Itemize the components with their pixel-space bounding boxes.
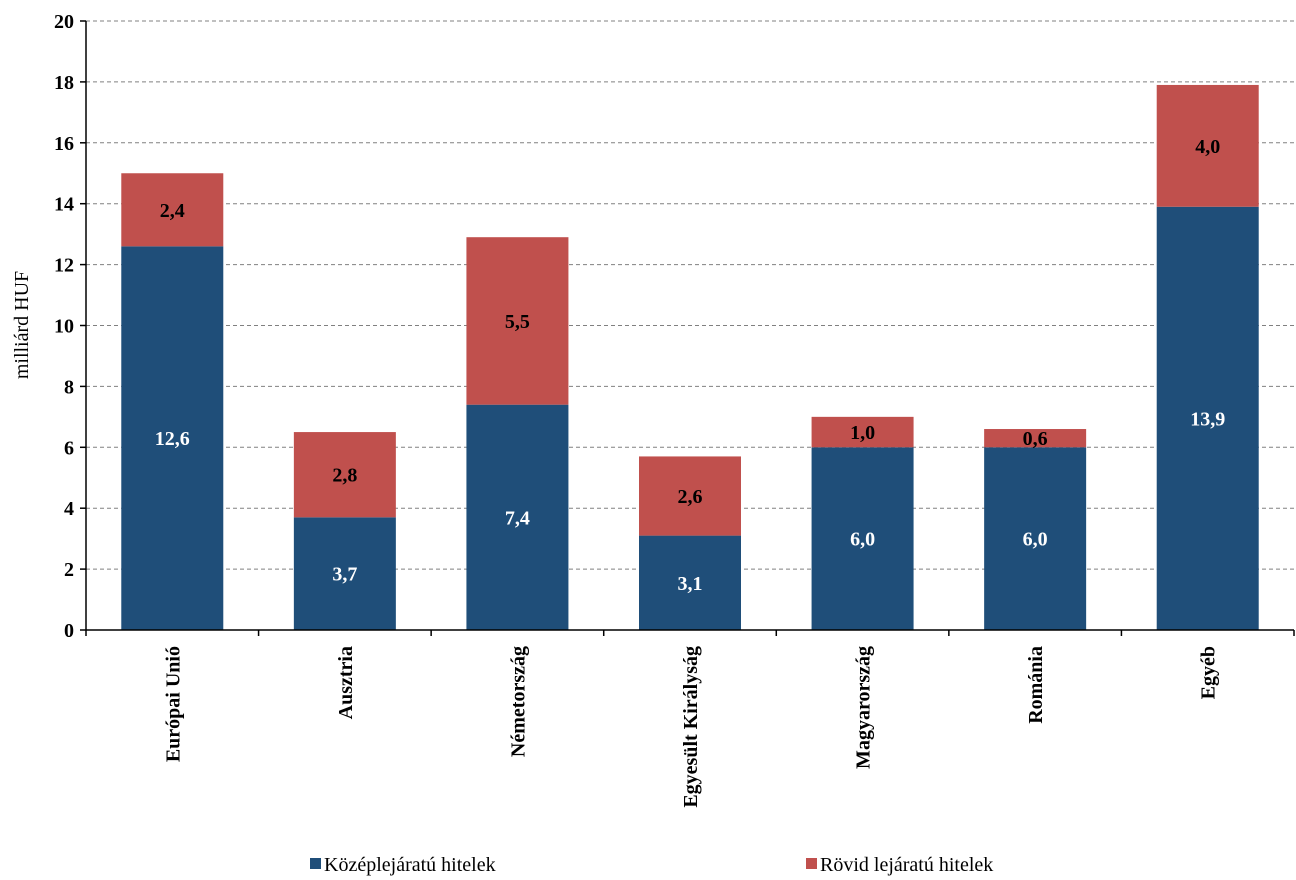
bar-segment: [639, 535, 741, 630]
data-label: 2,8: [332, 465, 357, 487]
bar-segment: [1156, 206, 1259, 630]
y-tick-label: 14: [54, 194, 74, 216]
x-tick-label: Magyarország: [853, 646, 875, 769]
bar-segment: [984, 447, 1087, 630]
bar-segment: [466, 404, 569, 630]
y-tick-label: 16: [54, 133, 74, 155]
data-label: 2,4: [160, 200, 185, 222]
data-label: 0,6: [1023, 428, 1048, 450]
bars: [121, 84, 1259, 630]
data-labels: 12,6 2,4 3,7 2,8 7,4 5,5 3,1 2,6 6,0 1,0 6,0 0,6 13,…: [155, 136, 1225, 595]
bar-segment: [984, 429, 1087, 448]
y-tick-label: 10: [54, 316, 74, 338]
y-tick-label: 4: [64, 498, 74, 520]
data-label: 6,0: [850, 529, 875, 551]
data-label: 7,4: [505, 507, 530, 529]
x-tick-label: Egyéb: [1198, 646, 1220, 699]
bar-segment: [811, 416, 914, 448]
x-tick-label: Európai Unió: [162, 646, 184, 762]
data-label: 3,1: [678, 573, 703, 595]
bar-segment: [293, 432, 396, 518]
legend-label: Rövid lejáratú hitelek: [820, 854, 993, 876]
y-axis-title: milliárd HUF: [11, 271, 33, 379]
y-tick-label: 2: [64, 559, 74, 581]
legend-swatch: [806, 858, 817, 869]
y-tick-label: 0: [64, 620, 74, 642]
bar-segment: [121, 173, 224, 247]
data-label: 5,5: [505, 311, 530, 333]
x-tick-label: Németország: [507, 646, 529, 757]
legend-label: Középlejáratú hitelek: [324, 854, 496, 876]
bar-segment: [639, 456, 741, 536]
data-label: 13,9: [1190, 408, 1225, 430]
y-tick-label: 8: [64, 376, 74, 398]
bar-segment: [121, 246, 224, 630]
legend: Középlejáratú hitelek Rövid lejáratú hite…: [310, 854, 993, 876]
legend-swatch: [310, 858, 321, 869]
axes: 0 2 4 6 8 10 12 14 16 18 20 Európai Unió Ausztria Ném…: [54, 11, 1295, 808]
data-label: 1,0: [850, 422, 875, 444]
y-tick-label: 20: [54, 11, 74, 33]
bar-segment: [293, 517, 396, 630]
data-label: 12,6: [155, 428, 190, 450]
bar-segment: [811, 447, 914, 630]
x-tick-label: Ausztria: [335, 646, 357, 719]
x-tick-label: Románia: [1025, 646, 1047, 724]
y-tick-label: 18: [54, 72, 74, 94]
x-tick-label: Egyesült Királyság: [680, 646, 702, 808]
data-label: 6,0: [1023, 529, 1048, 551]
data-label: 2,6: [678, 486, 703, 508]
data-label: 3,7: [332, 564, 357, 586]
y-tick-label: 12: [54, 255, 74, 277]
data-label: 4,0: [1195, 136, 1220, 158]
y-tick-label: 6: [64, 437, 74, 459]
bar-segment: [466, 237, 569, 405]
bar-segment: [1156, 84, 1259, 207]
